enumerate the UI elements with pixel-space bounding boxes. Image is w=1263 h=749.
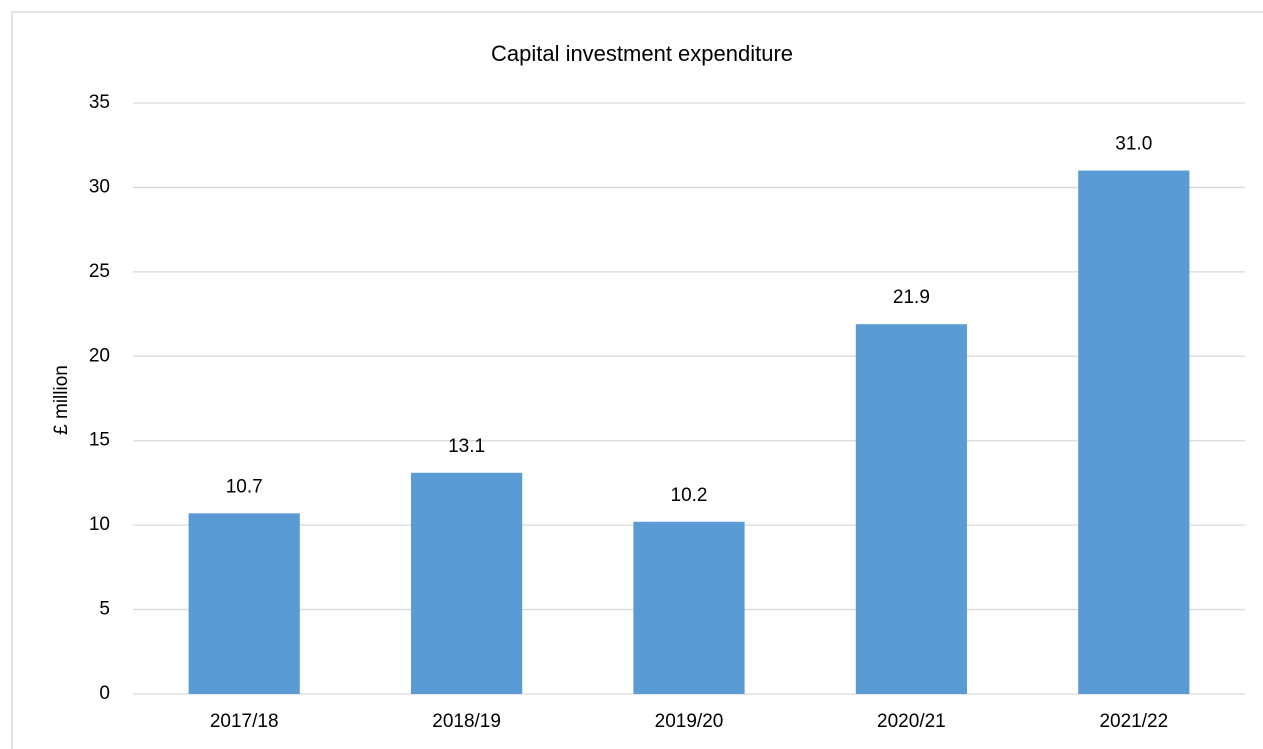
x-tick-label: 2021/22 <box>1099 711 1168 732</box>
bar <box>633 521 745 694</box>
data-label: 13.1 <box>448 436 485 457</box>
y-tick-label: 15 <box>89 430 110 451</box>
y-tick-label: 0 <box>99 683 110 704</box>
y-axis-label: £ million <box>51 365 72 435</box>
x-tick-label: 2018/19 <box>432 711 501 732</box>
y-tick-label: 35 <box>89 92 110 113</box>
x-tick-label: 2019/20 <box>655 711 724 732</box>
x-tick-label: 2020/21 <box>877 711 946 732</box>
chart-title: Capital investment expenditure <box>491 41 793 66</box>
x-tick-label: 2017/18 <box>210 711 279 732</box>
data-label: 31.0 <box>1115 134 1152 155</box>
bar <box>188 513 300 694</box>
data-label: 10.2 <box>671 485 708 506</box>
y-tick-label: 10 <box>89 514 110 535</box>
data-label: 21.9 <box>893 287 930 308</box>
data-label: 10.7 <box>226 476 263 497</box>
y-tick-label: 20 <box>89 345 110 366</box>
y-tick-label: 5 <box>99 599 110 620</box>
bar <box>1078 170 1190 695</box>
y-tick-label: 30 <box>89 176 110 197</box>
bar <box>411 472 523 694</box>
y-tick-label: 25 <box>89 261 110 282</box>
bar <box>855 324 967 694</box>
